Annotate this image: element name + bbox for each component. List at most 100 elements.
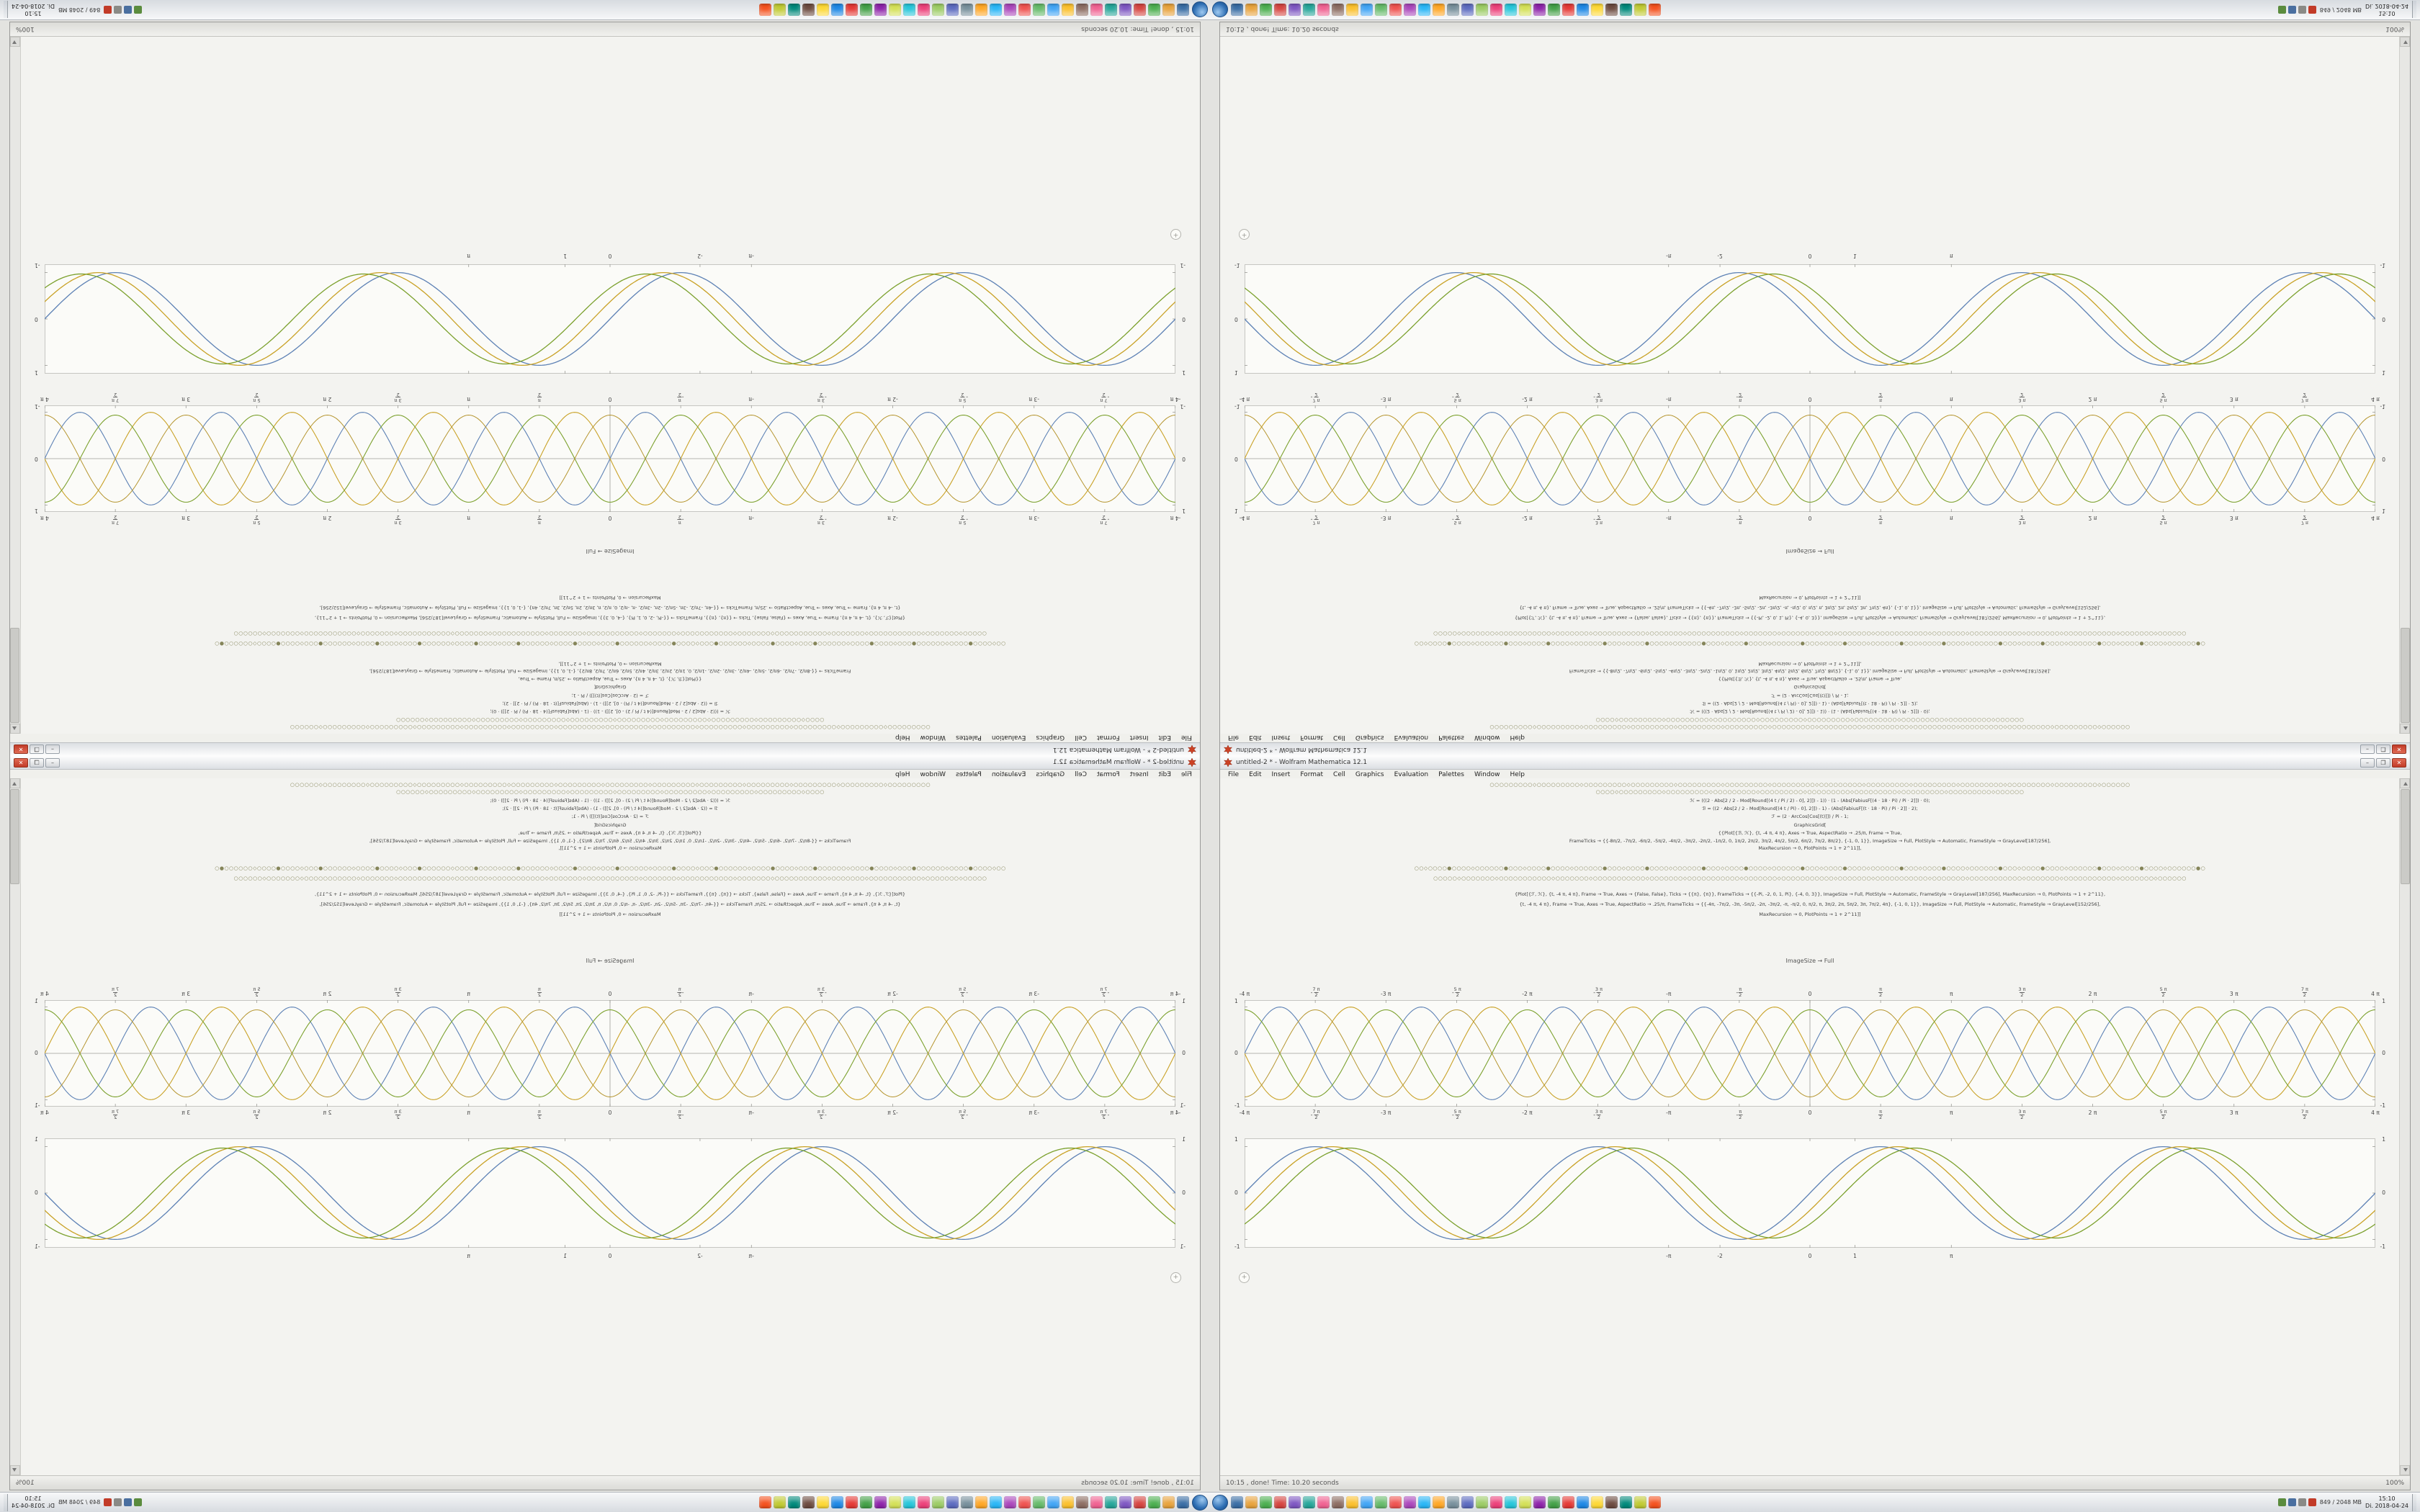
menu-edit[interactable]: Edit <box>1249 770 1262 778</box>
app-icon-30[interactable] <box>759 4 771 16</box>
menu-palettes[interactable]: Palettes <box>1438 770 1464 778</box>
app-icon-27[interactable] <box>802 4 815 16</box>
menu-file[interactable]: File <box>1180 734 1192 742</box>
app-icon-14[interactable] <box>1418 4 1430 16</box>
menu-cell[interactable]: Cell <box>1075 770 1087 778</box>
app-icon-27[interactable] <box>1605 4 1618 16</box>
app-icon-21[interactable] <box>889 4 901 16</box>
app-icon-25[interactable] <box>831 1496 843 1508</box>
app-icon-16[interactable] <box>961 1496 973 1508</box>
app-icon-8[interactable] <box>1332 4 1344 16</box>
app-icon-16[interactable] <box>1447 4 1459 16</box>
window-titlebar[interactable]: untitled-2 * - Wolfram Mathematica 12.1 … <box>1220 742 2410 756</box>
app-icon-13[interactable] <box>1404 1496 1416 1508</box>
suggestions-bar-button[interactable]: + <box>1170 1272 1181 1283</box>
window-titlebar[interactable]: untitled-2 * - Wolfram Mathematica 12.1 … <box>10 742 1200 756</box>
menu-evaluation[interactable]: Evaluation <box>991 734 1026 742</box>
app-icon-7[interactable] <box>1090 4 1103 16</box>
app-icon-25[interactable] <box>1577 1496 1589 1508</box>
menu-window[interactable]: Window <box>920 734 946 742</box>
app-icon-20[interactable] <box>903 4 915 16</box>
menu-window[interactable]: Window <box>1474 770 1500 778</box>
app-icon-26[interactable] <box>1591 4 1603 16</box>
app-icon-12[interactable] <box>1018 4 1031 16</box>
app-icon-29[interactable] <box>1634 1496 1646 1508</box>
tray-antivirus-icon[interactable] <box>2308 6 2316 14</box>
zoom-level[interactable]: 100% <box>16 25 35 33</box>
menu-window[interactable]: Window <box>1474 734 1500 742</box>
close-button[interactable]: ✕ <box>14 757 28 768</box>
app-icon-10[interactable] <box>1361 4 1373 16</box>
app-icon-22[interactable] <box>1533 1496 1546 1508</box>
app-icon-13[interactable] <box>1404 4 1416 16</box>
app-icon-28[interactable] <box>788 1496 800 1508</box>
app-icon-7[interactable] <box>1090 1496 1103 1508</box>
app-icon-7[interactable] <box>1317 1496 1330 1508</box>
scrollbar-thumb[interactable] <box>10 628 19 723</box>
menu-palettes[interactable]: Palettes <box>1438 734 1464 742</box>
app-icon-3[interactable] <box>1148 4 1160 16</box>
app-icon-19[interactable] <box>918 1496 930 1508</box>
app-icon-19[interactable] <box>918 4 930 16</box>
app-icon-21[interactable] <box>889 1496 901 1508</box>
app-icon-22[interactable] <box>874 1496 887 1508</box>
app-icon-11[interactable] <box>1033 1496 1045 1508</box>
menu-window[interactable]: Window <box>920 770 946 778</box>
app-icon-29[interactable] <box>1634 4 1646 16</box>
tray-network-icon[interactable] <box>124 1498 133 1506</box>
app-icon-18[interactable] <box>932 4 944 16</box>
app-icon-2[interactable] <box>1162 4 1175 16</box>
tray-clock[interactable]: 15:10 Di. 2018-04-24 <box>12 3 55 17</box>
app-icon-14[interactable] <box>990 1496 1002 1508</box>
app-icon-21[interactable] <box>1519 1496 1531 1508</box>
app-icon-28[interactable] <box>1620 4 1632 16</box>
vertical-scrollbar[interactable] <box>2399 37 2410 734</box>
app-icon-1[interactable] <box>1177 4 1189 16</box>
app-icon-3[interactable] <box>1148 1496 1160 1508</box>
tray-antivirus-icon[interactable] <box>2308 1498 2316 1506</box>
app-icon-24[interactable] <box>1562 1496 1574 1508</box>
show-desktop-button[interactable] <box>4 1 8 19</box>
maximize-button[interactable]: ❐ <box>2376 757 2390 768</box>
app-icon-30[interactable] <box>1649 4 1661 16</box>
app-icon-16[interactable] <box>1447 1496 1459 1508</box>
app-icon-23[interactable] <box>860 4 872 16</box>
app-icon-5[interactable] <box>1289 1496 1301 1508</box>
suggestions-bar-button[interactable]: + <box>1170 229 1181 240</box>
app-icon-14[interactable] <box>1418 1496 1430 1508</box>
app-icon-8[interactable] <box>1076 1496 1088 1508</box>
app-icon-26[interactable] <box>817 4 829 16</box>
app-icon-23[interactable] <box>860 1496 872 1508</box>
menu-insert[interactable]: Insert <box>1129 734 1149 742</box>
app-icon-24[interactable] <box>846 1496 858 1508</box>
tray-clock[interactable]: 15:10 Di. 2018-04-24 <box>12 1495 55 1508</box>
scrollbar-thumb[interactable] <box>10 789 19 884</box>
minimize-button[interactable]: – <box>2360 757 2375 768</box>
app-icon-1[interactable] <box>1177 1496 1189 1508</box>
minimize-button[interactable]: – <box>2360 744 2375 755</box>
app-icon-15[interactable] <box>975 4 987 16</box>
menu-format[interactable]: Format <box>1096 770 1120 778</box>
tray-network-icon[interactable] <box>2287 6 2296 14</box>
menu-cell[interactable]: Cell <box>1075 734 1087 742</box>
app-icon-2[interactable] <box>1245 1496 1258 1508</box>
scroll-up-arrow-icon[interactable] <box>10 724 20 734</box>
tray-updates-icon[interactable] <box>134 1498 143 1506</box>
menu-graphics[interactable]: Graphics <box>1355 770 1384 778</box>
app-icon-24[interactable] <box>846 4 858 16</box>
menu-help[interactable]: Help <box>895 770 910 778</box>
app-icon-9[interactable] <box>1346 4 1358 16</box>
menu-palettes[interactable]: Palettes <box>956 734 982 742</box>
scroll-down-arrow-icon[interactable] <box>2400 1465 2410 1475</box>
scrollbar-thumb[interactable] <box>2401 789 2410 884</box>
menu-help[interactable]: Help <box>1510 770 1525 778</box>
start-button[interactable] <box>1192 1 1208 18</box>
app-icon-27[interactable] <box>1605 1496 1618 1508</box>
maximize-button[interactable]: ❐ <box>30 744 44 755</box>
app-icon-26[interactable] <box>1591 1496 1603 1508</box>
minimize-button[interactable]: – <box>45 744 60 755</box>
app-icon-8[interactable] <box>1076 4 1088 16</box>
app-icon-2[interactable] <box>1245 4 1258 16</box>
app-icon-6[interactable] <box>1105 4 1117 16</box>
scroll-down-arrow-icon[interactable] <box>10 37 20 47</box>
